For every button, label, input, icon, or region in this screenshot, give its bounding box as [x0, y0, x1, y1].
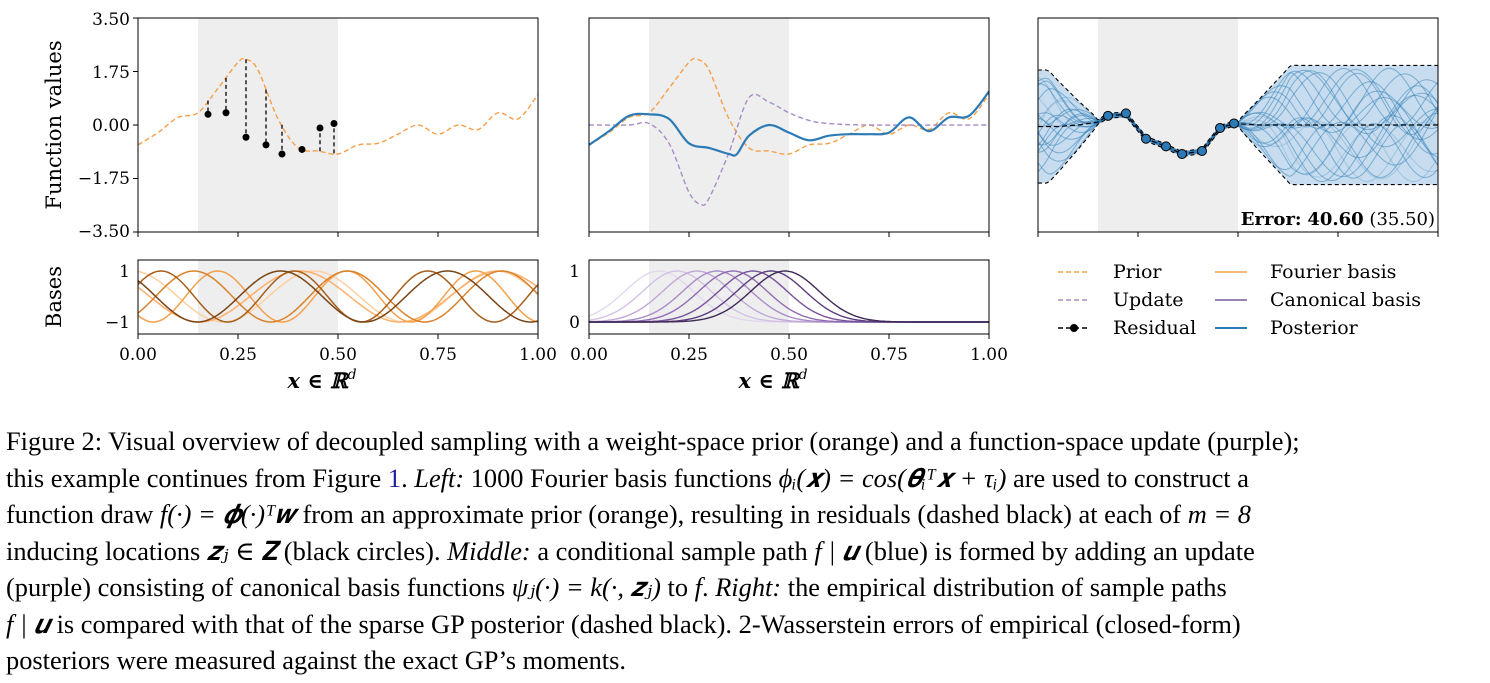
fourier-basis-line — [138, 270, 538, 323]
legend-label-posterior: Posterior — [1270, 317, 1359, 339]
math-m: m = 8 — [1187, 499, 1251, 529]
caption-line-5: (purple) consisting of canonical basis f… — [6, 572, 1227, 602]
ytick-label-neg1.75: −1.75 — [78, 169, 130, 189]
xtick-left-2: 0.50 — [319, 345, 357, 365]
residual-point — [298, 145, 306, 153]
inducing-point — [1141, 133, 1151, 144]
plot-layer — [589, 57, 989, 206]
legend-label-prior: Prior — [1113, 261, 1162, 283]
inducing-point — [1229, 118, 1239, 129]
posterior-line — [589, 90, 989, 157]
legend-residual-marker — [1070, 324, 1078, 332]
left-function-panel — [133, 17, 539, 237]
residual-point — [278, 150, 286, 158]
xtick-mid-0: 0.00 — [570, 345, 608, 365]
math-conditional: f | 𝒖 — [814, 535, 859, 566]
bases-mid-ytick-0: 0 — [569, 313, 580, 333]
legend-label-canonical: Canonical basis — [1270, 289, 1421, 311]
xtick-mid-2: 0.50 — [770, 345, 808, 365]
legend-label-fourier: Fourier basis — [1270, 261, 1396, 283]
bases-layer — [589, 270, 989, 323]
caption-line-6: f | 𝒖 is compared with that of the spars… — [6, 608, 1241, 639]
xtick-mid-1: 0.25 — [670, 345, 708, 365]
prior-line — [589, 57, 989, 155]
inducing-point — [1103, 110, 1113, 121]
ylabel-bases: Bases — [42, 266, 66, 328]
axes-frame — [137, 17, 539, 233]
xtick-mid-3: 0.75 — [870, 345, 908, 365]
residual-point — [330, 119, 338, 127]
math-function-draw: f(·) = 𝝓(·)ᵀ𝒘 — [159, 499, 296, 529]
fourier-basis-line — [138, 270, 538, 323]
math-conditional-2: f | 𝒖 — [6, 608, 50, 639]
inducing-point — [1121, 108, 1131, 119]
inducing-point — [1161, 141, 1171, 152]
ylabel-function-values: Function values — [42, 40, 66, 209]
math-inducing: 𝒛ⱼ ∈ 𝐙 — [206, 535, 278, 566]
inducing-point — [1197, 145, 1207, 156]
xtick-mid-4: 1.00 — [970, 345, 1008, 365]
caption-line-4: inducing locations 𝒛ⱼ ∈ 𝐙 (black circles… — [6, 535, 1255, 566]
xtick-left-1: 0.25 — [219, 345, 257, 365]
residual-point — [242, 133, 250, 141]
axes-frame — [588, 17, 990, 233]
xtick-left-3: 0.75 — [419, 345, 457, 365]
bases-left-ytick-1: 1 — [119, 262, 130, 282]
figure: Function values Bases 3.50 1.75 0.00 −1.… — [42, 10, 1439, 393]
inducing-region-shade — [1098, 18, 1238, 232]
canonical-basis-line — [589, 270, 989, 323]
right-function-panel — [1037, 17, 1439, 237]
middle-bases-panel — [588, 259, 990, 339]
ytick-label-3.50: 3.50 — [92, 10, 130, 30]
ytick-label-0.00: 0.00 — [92, 116, 130, 136]
math-canonical: ψⱼ(·) = k(·, 𝒛ⱼ) — [511, 572, 661, 602]
residual-point — [204, 110, 212, 118]
axes-frame — [588, 259, 990, 335]
fourier-basis-line — [138, 270, 538, 323]
residual-point — [262, 141, 270, 149]
inducing-point — [1215, 123, 1225, 134]
caption-line-2: this example continues from Figure 1. Le… — [6, 462, 1249, 493]
xtick-left-0: 0.00 — [119, 345, 157, 365]
residual-point — [222, 109, 230, 117]
caption-line-7: posteriors were measured against the exa… — [6, 645, 627, 675]
legend-label-residual: Residual — [1113, 317, 1196, 339]
bases-left-ytick-neg1: −1 — [105, 313, 130, 333]
axes-frame — [1037, 17, 1439, 233]
inducing-point — [1177, 149, 1187, 160]
update-line — [589, 93, 989, 206]
error-annotation: Error: 40.60 (35.50) — [1241, 209, 1435, 230]
caption-line-1: Figure 2: Visual overview of decoupled s… — [6, 426, 1300, 456]
figure-reference-link[interactable]: 1 — [387, 462, 402, 493]
xlabel-left: 𝒙 ∈ ℝd — [286, 367, 356, 393]
caption-line-3: function draw f(·) = 𝝓(·)ᵀ𝒘 from an appr… — [6, 499, 1251, 529]
left-bases-panel — [137, 259, 539, 339]
figure-caption: Figure 2: Visual overview of decoupled s… — [6, 423, 1486, 679]
legend: Prior Fourier basis Update Canonical bas… — [1058, 261, 1421, 339]
bases-layer — [138, 270, 538, 323]
middle-function-panel — [588, 17, 990, 237]
legend-label-update: Update — [1113, 289, 1184, 311]
xtick-left-4: 1.00 — [519, 345, 557, 365]
axes-frame — [137, 259, 539, 335]
ytick-label-1.75: 1.75 — [92, 63, 130, 83]
fourier-basis-line — [138, 270, 538, 323]
residual-point — [316, 124, 324, 132]
bases-mid-ytick-1: 1 — [569, 262, 580, 282]
inducing-region-shade — [198, 18, 338, 232]
xlabel-middle: 𝒙 ∈ ℝd — [737, 367, 807, 393]
ytick-label-neg3.50: −3.50 — [78, 222, 130, 242]
math-fourier-basis: ϕᵢ(𝒙) = cos(𝜽ᵢᵀ𝒙 + τᵢ) — [778, 462, 1007, 493]
